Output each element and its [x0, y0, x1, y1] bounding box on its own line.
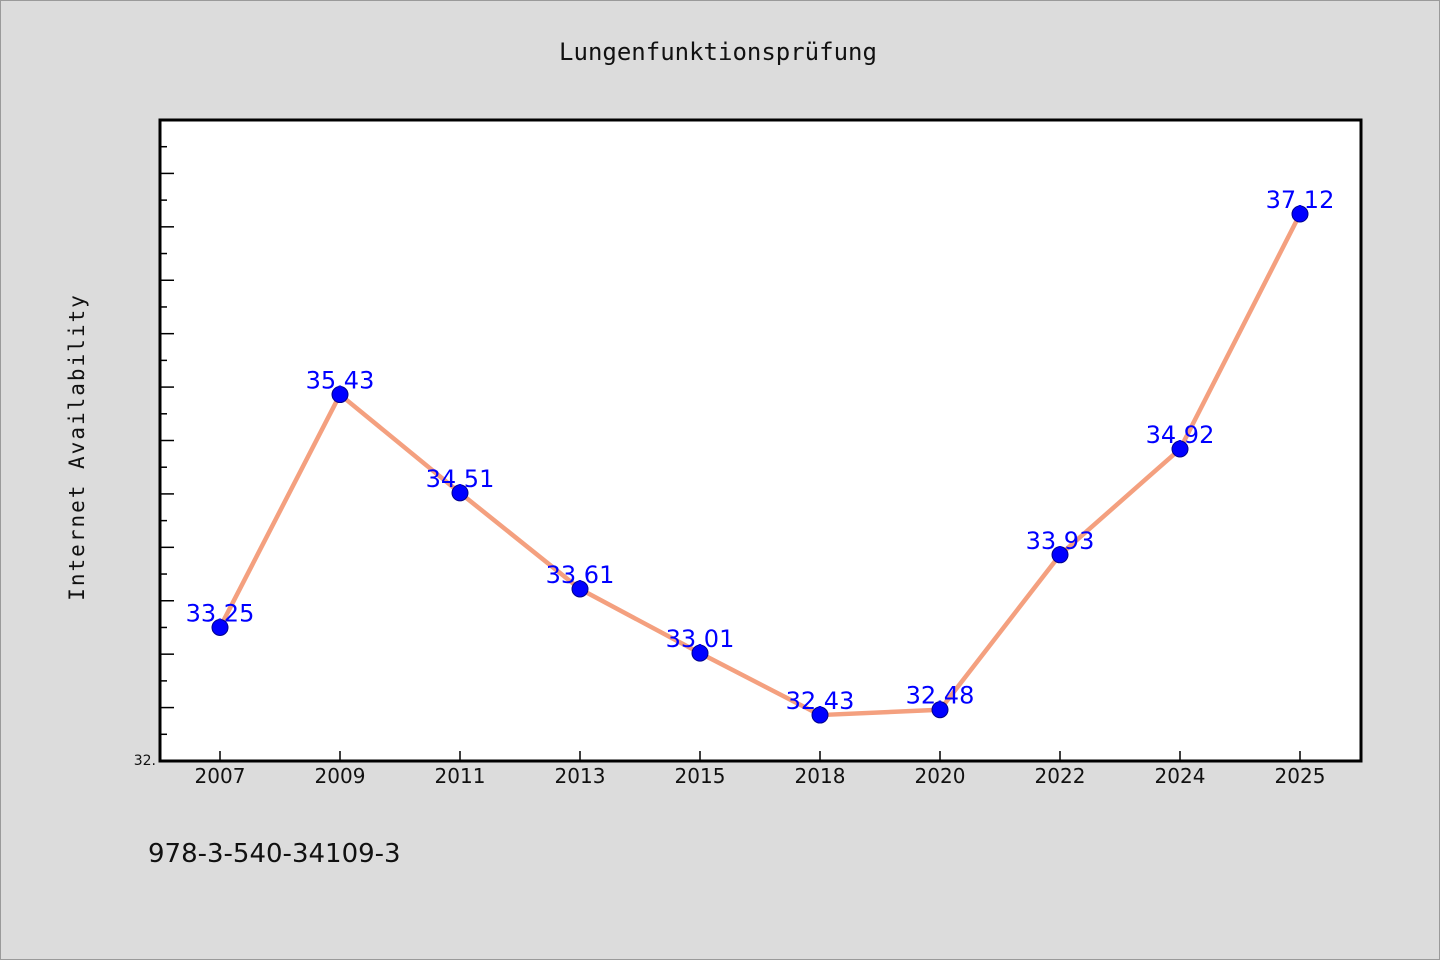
plot-area: [158, 118, 1363, 763]
x-tick-label: 2007: [195, 764, 246, 788]
data-label: 33.25: [186, 599, 255, 627]
data-labels-layer: 33.25 35.43 34.51 33.61 33.01 32.43 32.48 33.93…: [186, 186, 1335, 715]
data-point: [931, 701, 949, 719]
series-layer: [217, 212, 1303, 718]
isbn-footer: 978-3-540-34109-3: [148, 839, 401, 869]
data-point: [1291, 205, 1309, 223]
data-label: 35.43: [306, 367, 375, 395]
x-tick-label: 2018: [795, 764, 846, 788]
y-axis-ticks: 32.: [134, 145, 174, 769]
x-tick-label: 2009: [315, 764, 366, 788]
chart-title: Lungenfunktionsprüfung: [559, 38, 877, 66]
data-point: [451, 484, 469, 502]
markers-layer: [211, 205, 1309, 724]
data-label: 33.93: [1026, 527, 1095, 555]
data-label: 34.92: [1146, 421, 1215, 449]
y-axis-label: Internet Availability: [65, 293, 89, 601]
x-tick-label: 2024: [1155, 764, 1206, 788]
data-point: [691, 644, 709, 662]
data-label: 33.01: [666, 625, 735, 653]
data-point: [331, 386, 349, 404]
x-tick-label: 2022: [1035, 764, 1086, 788]
data-point: [211, 618, 229, 636]
data-point: [1051, 546, 1069, 564]
x-axis-ticks: 2007 2009 2011 2013 2015 2018 2020 2022 2024 2025: [195, 751, 1326, 788]
y-tick-label: 32.: [134, 753, 156, 769]
data-point: [571, 580, 589, 598]
data-point: [1171, 440, 1189, 458]
data-point: [811, 706, 829, 724]
data-label: 33.61: [546, 561, 615, 589]
data-label: 37.12: [1266, 186, 1335, 214]
data-label: 32.48: [906, 682, 975, 710]
x-tick-label: 2025: [1275, 764, 1326, 788]
x-tick-label: 2020: [915, 764, 966, 788]
x-tick-label: 2013: [555, 764, 606, 788]
data-label: 34.51: [426, 465, 495, 493]
series-line: [217, 212, 1303, 718]
data-label: 32.43: [786, 687, 855, 715]
x-tick-label: 2011: [435, 764, 486, 788]
x-tick-label: 2015: [675, 764, 726, 788]
